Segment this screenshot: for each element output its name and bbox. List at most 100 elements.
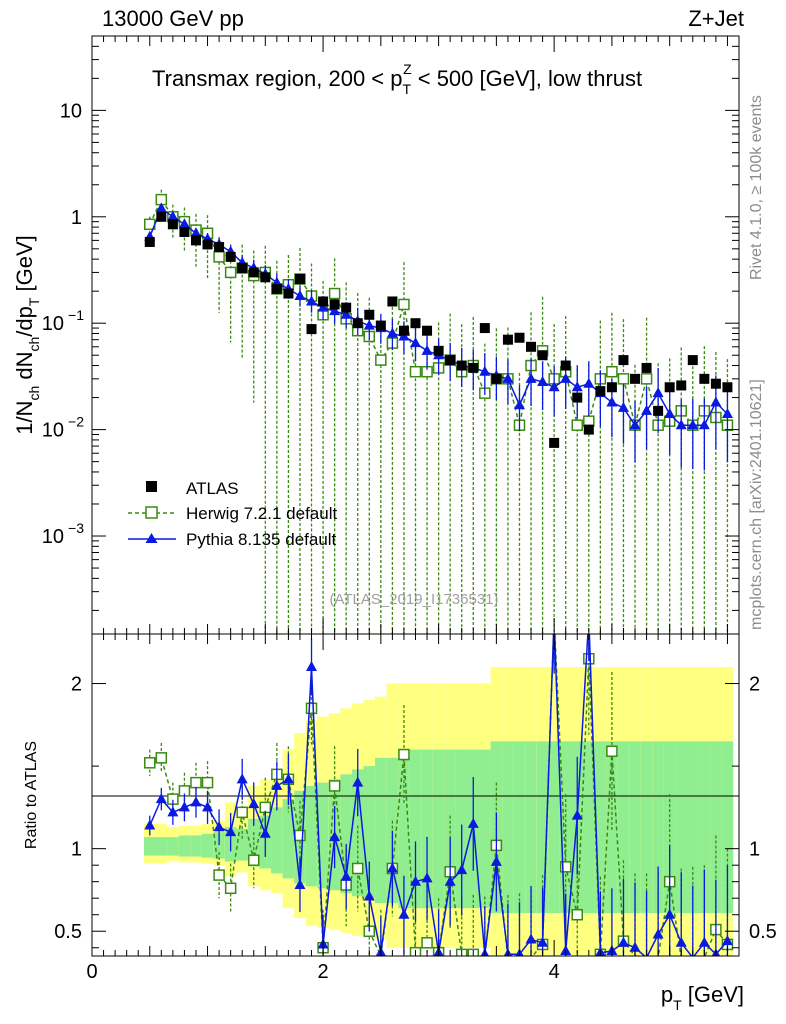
pythia-ratio-point [398, 908, 410, 919]
herwig-ratio-point [155, 752, 168, 764]
main-y-tick-label: 10 [60, 100, 82, 122]
pythia-ratio-point [490, 855, 502, 866]
band-green-bin [167, 837, 179, 856]
band-green-bin [213, 832, 225, 859]
pythia-ratio-point [282, 773, 294, 784]
pythia-ratio-point [167, 806, 179, 817]
x-tick-label: 0 [86, 961, 97, 983]
pythia-ratio-point [456, 864, 468, 875]
herwig-main-point [213, 251, 225, 263]
legend-herwig-label: Herwig 7.2.1 default [186, 504, 337, 523]
atlas-data-point [283, 288, 294, 299]
atlas-data-point [479, 323, 490, 334]
herwig-ratio-point [224, 882, 237, 895]
herwig-ratio-point [305, 702, 318, 715]
pythia-main-point [329, 305, 341, 316]
ratio-y-axis-label: Ratio to ATLAS [23, 741, 40, 849]
pythia-main-point [606, 396, 618, 407]
pythia-main-point [386, 327, 398, 338]
pythia-main-point [479, 365, 491, 376]
pythia-main-point [652, 387, 664, 398]
pythia-ratio-point [363, 890, 375, 901]
pythia-ratio-point [306, 661, 318, 672]
atlas-data-point [271, 283, 282, 294]
atlas-data-point [491, 373, 502, 384]
pythia-ratio-point [329, 831, 341, 842]
pythia-ratio-point [144, 819, 156, 830]
ratio-y-tick-label-right: 1 [749, 839, 760, 861]
atlas-data-point [687, 355, 698, 366]
pythia-ratio-point [675, 936, 687, 947]
band-green-bin [282, 799, 295, 879]
pythia-main-point [306, 295, 318, 306]
ratio-y-tick-label-right: 0.5 [749, 921, 777, 943]
band-green-bin [236, 828, 248, 861]
pythia-main-point [710, 396, 722, 407]
band-green-bin [629, 741, 641, 914]
pythia-main-point [340, 308, 352, 319]
band-green-bin [155, 837, 168, 856]
pythia-ratio-point [202, 801, 214, 812]
pythia-ratio-point [178, 801, 190, 812]
main-atlas-series [144, 211, 733, 448]
band-green-bin [583, 741, 595, 914]
pythia-main-point [294, 290, 306, 301]
band-green-bin [409, 749, 422, 909]
pythia-ratio-point [259, 827, 271, 838]
band-green-bin [190, 835, 202, 857]
atlas-data-point [387, 296, 398, 307]
band-green-bin [721, 741, 734, 914]
main-y-tick-exponent: −1 [68, 307, 84, 323]
herwig-main-point [398, 298, 410, 311]
main-y-tick-label: 10 [42, 526, 64, 548]
pythia-ratio-point [271, 779, 283, 790]
pythia-ratio-point [467, 817, 479, 828]
atlas-data-point [583, 424, 594, 435]
header-process-label: Z+Jet [688, 6, 744, 31]
atlas-data-point [306, 324, 317, 335]
pythia-ratio-point [421, 872, 433, 883]
legend-pythia-marker [145, 533, 158, 543]
herwig-main-line [149, 198, 728, 427]
pythia-ratio-point [444, 875, 456, 886]
herwig-main-point [640, 373, 653, 385]
x-tick-label: 4 [549, 961, 560, 983]
chart-title: Transmax region, 200 < pTZ < 500 [GeV], … [152, 61, 642, 97]
main-y-tick-label: 10 [42, 313, 64, 335]
band-green-bin [663, 741, 676, 914]
atlas-data-point [156, 211, 167, 222]
legend-atlas-label: ATLAS [186, 479, 239, 498]
band-green-bin [617, 741, 630, 914]
atlas-data-point [352, 318, 363, 329]
herwig-main-point [571, 419, 583, 431]
pythia-main-point [167, 210, 179, 221]
pythia-main-point [155, 202, 167, 213]
atlas-data-point [468, 362, 479, 373]
atlas-data-point [341, 302, 352, 313]
atlas-data-point [202, 239, 213, 250]
atlas-data-point [179, 226, 190, 237]
atlas-data-point [699, 373, 710, 384]
pythia-main-point [190, 227, 202, 238]
pythia-main-point [178, 218, 190, 229]
band-green-bin [536, 741, 549, 914]
band-green-bin [178, 835, 191, 857]
pythia-main-point [629, 419, 641, 430]
pythia-main-point [571, 381, 583, 392]
legend-atlas-marker [146, 481, 157, 492]
pythia-main-point [421, 344, 433, 355]
pythia-ratio-point [225, 826, 237, 837]
atlas-data-point [260, 272, 271, 283]
herwig-ratio-point [571, 908, 583, 921]
band-green-bin [652, 741, 664, 914]
pythia-main-point [502, 372, 514, 383]
pythia-ratio-point [652, 928, 664, 939]
atlas-data-point [433, 345, 444, 356]
legend-pythia-label: Pythia 8.135 default [186, 530, 337, 549]
atlas-data-point [248, 267, 259, 278]
pythia-ratio-point [537, 936, 549, 947]
atlas-data-point [606, 382, 617, 393]
legend: ATLAS Herwig 7.2.1 default Pythia 8.135 … [128, 479, 337, 549]
atlas-data-point [225, 251, 236, 262]
